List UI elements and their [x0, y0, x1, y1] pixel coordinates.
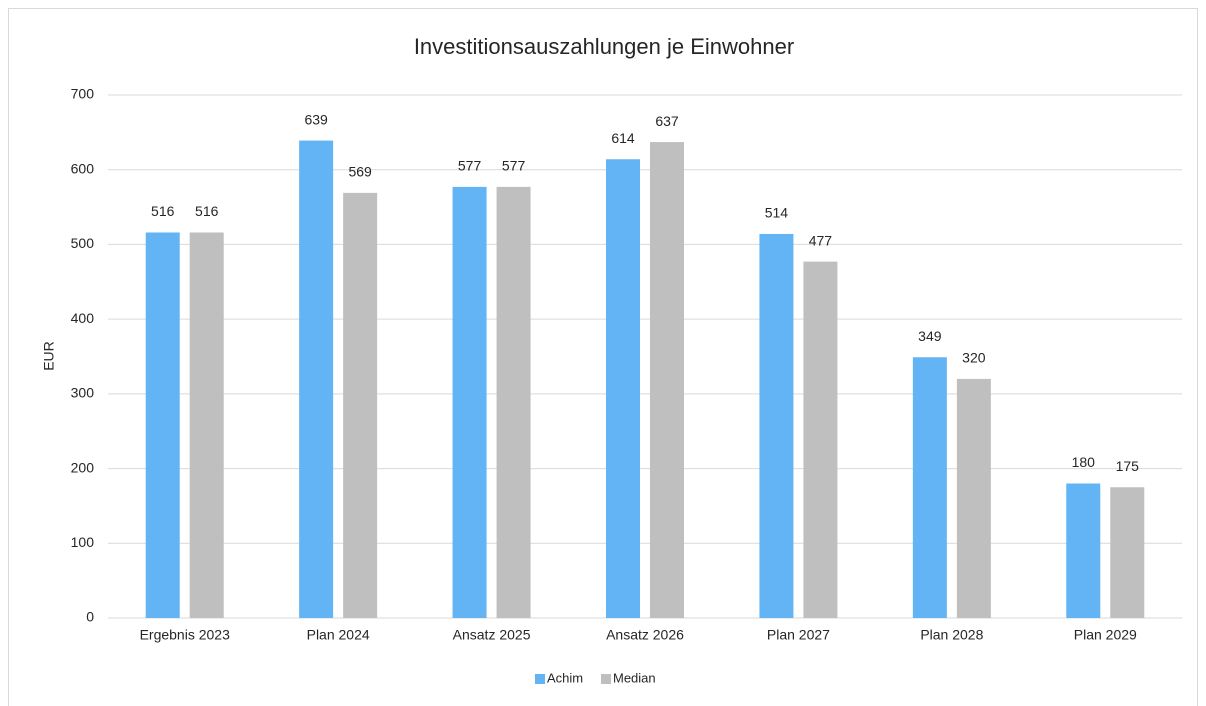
data-label: 516 — [195, 203, 219, 219]
bar — [299, 140, 334, 618]
bar — [956, 378, 991, 618]
y-tick-label: 0 — [86, 609, 94, 625]
bar — [1110, 487, 1145, 618]
bar — [650, 142, 684, 618]
data-label: 320 — [962, 350, 986, 366]
x-tick-label: Ergebnis 2023 — [140, 627, 231, 643]
data-label: 639 — [304, 111, 328, 127]
data-label: 180 — [1072, 454, 1096, 470]
y-axis-label: EUR — [41, 341, 57, 371]
bar — [452, 186, 487, 619]
y-tick-label: 500 — [71, 235, 95, 251]
bar — [759, 233, 794, 618]
chart-frame — [8, 8, 1198, 706]
data-label: 577 — [502, 158, 526, 174]
data-label: 477 — [809, 232, 833, 248]
data-label: 514 — [765, 205, 789, 221]
x-tick-label: Plan 2029 — [1074, 627, 1137, 643]
data-label: 614 — [611, 130, 635, 146]
bar — [343, 192, 378, 618]
legend-swatch — [601, 674, 611, 684]
bar — [912, 357, 947, 618]
x-tick-label: Ansatz 2025 — [453, 627, 531, 643]
chart-title: Investitionsauszahlungen je Einwohner — [414, 34, 794, 59]
legend-label: Achim — [547, 670, 583, 685]
y-tick-label: 700 — [71, 86, 95, 102]
bar — [496, 186, 531, 619]
data-label: 175 — [1116, 458, 1140, 474]
y-tick-label: 100 — [71, 534, 95, 550]
x-tick-label: Plan 2028 — [920, 627, 983, 643]
data-label: 637 — [655, 113, 679, 129]
x-tick-label: Plan 2024 — [307, 627, 370, 643]
x-tick-label: Ansatz 2026 — [606, 627, 684, 643]
y-tick-label: 400 — [71, 310, 95, 326]
y-tick-label: 600 — [71, 160, 95, 176]
bar — [803, 261, 838, 618]
legend-swatch — [535, 674, 545, 684]
x-tick-label: Plan 2027 — [767, 627, 830, 643]
data-label: 516 — [151, 203, 175, 219]
legend-label: Median — [613, 670, 656, 685]
bar — [1066, 483, 1101, 618]
data-label: 569 — [348, 164, 372, 180]
y-tick-label: 200 — [71, 459, 95, 475]
bar — [189, 232, 224, 618]
data-label: 577 — [458, 158, 482, 174]
bar — [606, 159, 640, 619]
bar — [145, 232, 180, 618]
data-label: 349 — [918, 328, 942, 344]
y-tick-label: 300 — [71, 385, 95, 401]
